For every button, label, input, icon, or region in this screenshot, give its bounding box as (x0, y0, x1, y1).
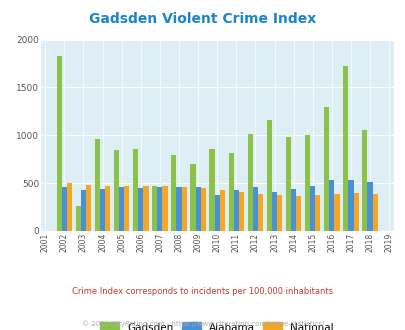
Bar (143, 186, 148, 231)
Bar (342, 66, 347, 231)
Bar (81, 190, 86, 231)
Bar (67, 183, 72, 231)
Bar (277, 195, 281, 231)
Bar (233, 190, 238, 231)
Bar (361, 130, 367, 231)
Bar (95, 139, 100, 231)
Bar (138, 188, 143, 231)
Bar (347, 180, 353, 231)
Bar (271, 192, 277, 231)
Bar (124, 186, 129, 231)
Bar (372, 194, 377, 231)
Bar (105, 186, 110, 231)
Legend: Gadsden, Alabama, National: Gadsden, Alabama, National (100, 322, 333, 330)
Bar (296, 196, 301, 231)
Bar (209, 149, 214, 231)
Bar (133, 149, 138, 231)
Bar (176, 187, 181, 231)
Bar (86, 185, 91, 231)
Bar (309, 186, 315, 231)
Bar (285, 137, 290, 231)
Bar (257, 194, 262, 231)
Bar (190, 164, 195, 231)
Bar (152, 186, 157, 231)
Bar (228, 153, 233, 231)
Bar (315, 195, 320, 231)
Bar (157, 187, 162, 231)
Text: Crime Index corresponds to incidents per 100,000 inhabitants: Crime Index corresponds to incidents per… (72, 287, 333, 296)
Text: Gadsden Violent Crime Index: Gadsden Violent Crime Index (89, 12, 316, 25)
Text: © 2024 CityRating.com - https://www.cityrating.com/crime-statistics/: © 2024 CityRating.com - https://www.city… (82, 320, 323, 327)
Bar (119, 187, 124, 231)
Bar (353, 193, 358, 231)
Bar (195, 187, 200, 231)
Bar (57, 56, 62, 231)
Bar (304, 135, 309, 231)
Bar (219, 190, 224, 231)
Bar (323, 107, 328, 231)
Bar (290, 189, 296, 231)
Bar (367, 182, 372, 231)
Bar (100, 189, 105, 231)
Bar (171, 155, 176, 231)
Bar (252, 187, 257, 231)
Bar (181, 187, 186, 231)
Bar (247, 134, 252, 231)
Bar (200, 188, 205, 231)
Bar (114, 150, 119, 231)
Bar (76, 206, 81, 231)
Bar (328, 180, 334, 231)
Bar (266, 120, 271, 231)
Bar (214, 195, 219, 231)
Bar (334, 194, 339, 231)
Bar (162, 186, 167, 231)
Bar (238, 192, 243, 231)
Bar (62, 187, 67, 231)
